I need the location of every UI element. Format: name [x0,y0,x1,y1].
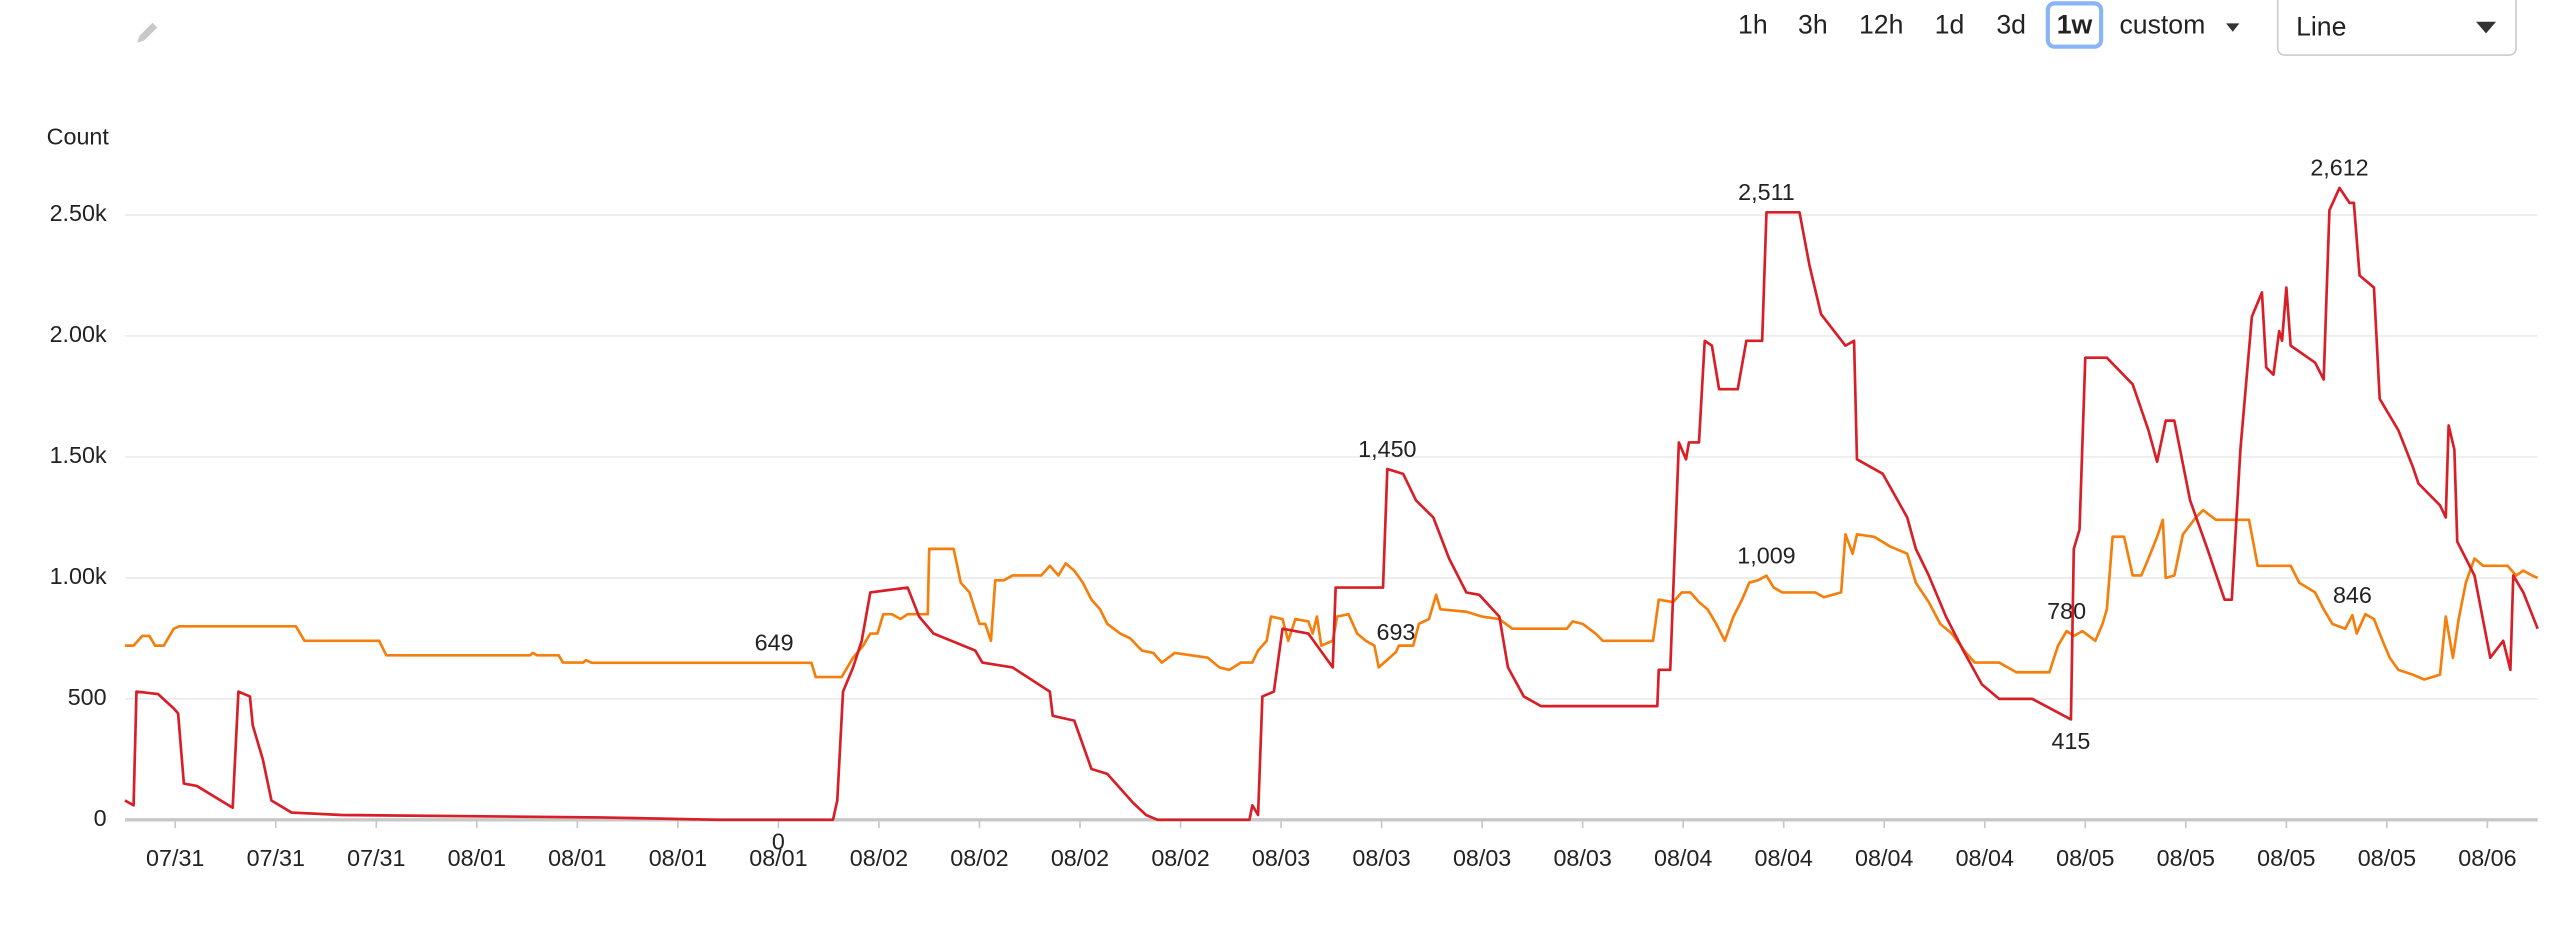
data-label: 2,511 [1738,179,1795,205]
x-tick-label: 08/05 [2358,845,2416,871]
chart-type-value: Line [2296,11,2346,41]
y-tick-label: 2.50k [50,200,107,226]
x-tick-label: 08/02 [950,845,1008,871]
x-tick-label: 08/01 [448,845,506,871]
range-button[interactable]: 1w [2057,10,2093,40]
range-button[interactable]: 1h [1738,10,1768,40]
x-tick-label: 08/05 [2056,845,2114,871]
x-tick-label: 08/03 [1252,845,1310,871]
series-line [124,186,2539,822]
custom-range[interactable]: custom [2119,10,2205,40]
x-tick-label: 08/04 [1654,845,1712,871]
x-tick-label: 08/02 [850,845,908,871]
range-selected-box[interactable] [2045,1,2104,49]
x-tick-label: 08/03 [1453,845,1511,871]
data-label: 415 [2051,728,2090,754]
range-button[interactable]: 12h [1859,10,1903,40]
select-caret [2476,21,2497,34]
data-label: 2,612 [2310,155,2368,181]
range-button[interactable]: 1d [1935,10,1965,40]
x-tick-label: 08/04 [1755,845,1813,871]
x-tick-label: 08/01 [649,845,707,871]
data-label: 1,009 [1737,543,1795,569]
x-tick-label: 08/01 [749,845,807,871]
range-button[interactable]: 3d [1996,10,2026,40]
x-tick-label: 08/03 [1352,845,1410,871]
chart-type-select[interactable] [2276,0,2517,56]
x-tick-label: 08/05 [2157,845,2215,871]
dropdown-caret [2226,23,2240,32]
x-tick-label: 08/04 [1956,845,2014,871]
x-tick-label: 08/02 [1151,845,1209,871]
x-tick-label: 08/01 [548,845,606,871]
edit-icon[interactable] [135,22,158,45]
data-label: 0 [772,828,785,854]
x-tick-label: 08/04 [1855,845,1913,871]
data-label: 780 [2047,598,2086,624]
y-tick-label: 1.00k [50,563,107,589]
y-tick-label: 2.00k [50,321,107,347]
x-tick-label: 07/31 [347,845,405,871]
y-tick-label: 500 [68,684,107,710]
data-label: 846 [2333,582,2372,608]
x-tick-label: 07/31 [146,845,204,871]
y-tick-label: 1.50k [50,442,107,468]
x-tick-label: 08/05 [2257,845,2315,871]
y-axis-label: Count [47,123,110,149]
y-tick-label: 0 [94,805,107,831]
data-label: 693 [1376,619,1415,645]
x-tick-label: 07/31 [247,845,305,871]
series-line [124,508,2539,681]
range-button[interactable]: 3h [1798,10,1828,40]
x-tick-label: 08/02 [1051,845,1109,871]
x-tick-label: 08/06 [2458,845,2516,871]
data-label: 1,450 [1358,436,1416,462]
x-tick-label: 08/03 [1553,845,1611,871]
data-label: 649 [755,630,794,656]
